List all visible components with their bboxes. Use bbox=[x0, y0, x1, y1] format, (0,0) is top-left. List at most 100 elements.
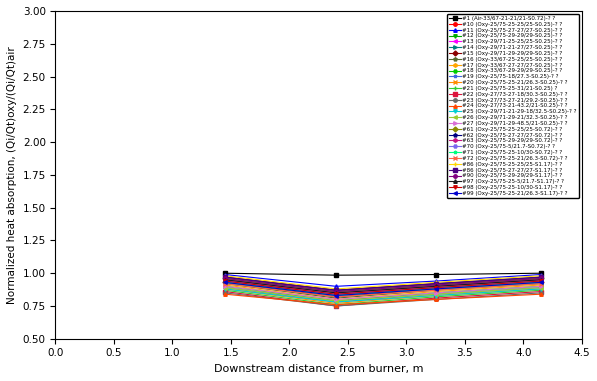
#11 (Oxy-25/75-27-27/27-S0.25)-? ? bbox=[432, 279, 439, 283]
#70 (Oxy-25/75-5/21.7-S0.72)-? ? bbox=[333, 292, 340, 296]
#17 (Oxy-33/67-27-27/27-S0.25)-? ? bbox=[432, 289, 439, 294]
Line: #16 (Oxy-33/67-25-25/25-S0.25)-? ?: #16 (Oxy-33/67-25-25/25-S0.25)-? ? bbox=[223, 282, 543, 300]
#97 (Oxy-25/75-25-5/21.7-S1.17)-? ? bbox=[221, 277, 229, 282]
Line: #62 (Oxy-25/75-27-27/27-S0.72)-? ?: #62 (Oxy-25/75-27-27/27-S0.72)-? ? bbox=[223, 275, 543, 292]
#98 (Oxy-25/75-25-10/30-S1.17)-? ? bbox=[221, 279, 229, 283]
#99 (Oxy-25/75-25-21/26.3-S1.17)-? ? bbox=[333, 293, 340, 298]
#12 (Oxy-25/75-29-29/29-S0.25)-? ? bbox=[221, 276, 229, 281]
Line: #13 (Oxy-29/71-25-25/25-S0.25)-? ?: #13 (Oxy-29/71-25-25/25-S0.25)-? ? bbox=[223, 278, 543, 296]
#97 (Oxy-25/75-25-5/21.7-S1.17)-? ? bbox=[333, 291, 340, 295]
#97 (Oxy-25/75-25-5/21.7-S1.17)-? ? bbox=[537, 277, 544, 282]
#17 (Oxy-33/67-27-27/27-S0.25)-? ? bbox=[221, 283, 229, 287]
#13 (Oxy-29/71-25-25/25-S0.25)-? ? bbox=[537, 277, 544, 282]
Line: #98 (Oxy-25/75-25-10/30-S1.17)-? ?: #98 (Oxy-25/75-25-10/30-S1.17)-? ? bbox=[223, 279, 543, 296]
Line: #25 (Oxy-29/71-21-29-18/32.5-S0.25)-? ?: #25 (Oxy-29/71-21-29-18/32.5-S0.25)-? ? bbox=[223, 287, 543, 304]
Line: #23 (Oxy-27/73-27-21/29.2-S0.25)-? ?: #23 (Oxy-27/73-27-21/29.2-S0.25)-? ? bbox=[223, 291, 543, 308]
#23 (Oxy-27/73-27-21/29.2-S0.25)-? ? bbox=[432, 297, 439, 302]
#25 (Oxy-29/71-21-29-18/32.5-S0.25)-? ? bbox=[537, 287, 544, 291]
#86 (Oxy-25/75-25-25/25-S1.17)-? ? bbox=[333, 287, 340, 291]
#12 (Oxy-25/75-29-29/29-S0.25)-? ? bbox=[333, 289, 340, 294]
#99 (Oxy-25/75-25-21/26.3-S1.17)-? ? bbox=[537, 280, 544, 285]
#14 (Oxy-29/71-21-27/27-S0.25)-? ? bbox=[432, 285, 439, 290]
Y-axis label: Normalized heat absorption, (Qi/Qt)oxy/(Qi/Qt)air: Normalized heat absorption, (Qi/Qt)oxy/(… bbox=[7, 46, 17, 304]
#63 (Oxy-25/75-29-29/29-S0.72)-? ? bbox=[333, 291, 340, 295]
#72 (Oxy-25/75-25-21/26.3-S0.72)-? ? bbox=[537, 282, 544, 286]
#26 (Oxy-29/71-29-21/32.3-S0.25)-? ? bbox=[221, 285, 229, 290]
#71 (Oxy-25/75-25-10/30-S0.72)-? ? bbox=[537, 280, 544, 285]
#22 (Oxy-27/73-27-18/30.3-S0.25)-? ? bbox=[221, 289, 229, 294]
#98 (Oxy-25/75-25-10/30-S1.17)-? ? bbox=[432, 285, 439, 290]
Line: #71 (Oxy-25/75-25-10/30-S0.72)-? ?: #71 (Oxy-25/75-25-10/30-S0.72)-? ? bbox=[223, 281, 543, 297]
#16 (Oxy-33/67-25-25/25-S0.25)-? ? bbox=[432, 288, 439, 293]
#17 (Oxy-33/67-27-27/27-S0.25)-? ? bbox=[537, 283, 544, 287]
#16 (Oxy-33/67-25-25/25-S0.25)-? ? bbox=[537, 282, 544, 286]
#86 (Oxy-25/75-27-27/27-S1.17)-? ? bbox=[221, 275, 229, 279]
#1 (Air-33/67-21-21/21-S0.72)-? ? bbox=[221, 271, 229, 275]
#23 (Oxy-27/73-27-21/29.2-S0.25)-? ? bbox=[333, 304, 340, 308]
Line: #21 (Oxy-25/75-25-31/21-S0.25) ?: #21 (Oxy-25/75-25-31/21-S0.25) ? bbox=[223, 288, 543, 306]
#22 (Oxy-27/73-27-18/30.3-S0.25)-? ? bbox=[432, 296, 439, 300]
#27 (Oxy-29/71-29-48.5/21-S0.25)-? ? bbox=[537, 284, 544, 289]
#62 (Oxy-25/75-27-27/27-S0.72)-? ? bbox=[537, 275, 544, 279]
Line: #90 (Oxy-25/75-29-29/29-S1.17)-? ?: #90 (Oxy-25/75-29-29/29-S1.17)-? ? bbox=[223, 277, 543, 293]
Line: #99 (Oxy-25/75-25-21/26.3-S1.17)-? ?: #99 (Oxy-25/75-25-21/26.3-S1.17)-? ? bbox=[223, 281, 543, 297]
#23 (Oxy-27/73-27-21/29.2-S0.25)-? ? bbox=[221, 291, 229, 295]
#19 (Oxy-25/75-18/27.3-S0.25)-? ? bbox=[333, 300, 340, 304]
#25 (Oxy-29/71-21-29-18/32.5-S0.25)-? ? bbox=[221, 287, 229, 291]
#71 (Oxy-25/75-25-10/30-S0.72)-? ? bbox=[221, 280, 229, 285]
Line: #14 (Oxy-29/71-21-27/27-S0.25)-? ?: #14 (Oxy-29/71-21-27/27-S0.25)-? ? bbox=[223, 279, 543, 297]
#11 (Oxy-25/75-27-27/27-S0.25)-? ? bbox=[537, 272, 544, 277]
#86 (Oxy-25/75-27-27/27-S1.17)-? ? bbox=[537, 275, 544, 279]
Line: #19 (Oxy-25/75-18/27.3-S0.25)-? ?: #19 (Oxy-25/75-18/27.3-S0.25)-? ? bbox=[223, 286, 543, 304]
Line: #11 (Oxy-25/75-27-27/27-S0.25)-? ?: #11 (Oxy-25/75-27-27/27-S0.25)-? ? bbox=[223, 273, 543, 288]
#10 (Oxy-25/75-25-25/25-S0.25)-? ? bbox=[333, 288, 340, 293]
#25 (Oxy-29/71-21-29-18/32.5-S0.25)-? ? bbox=[333, 300, 340, 304]
#12 (Oxy-25/75-29-29/29-S0.25)-? ? bbox=[432, 283, 439, 287]
#71 (Oxy-25/75-25-10/30-S0.72)-? ? bbox=[432, 287, 439, 291]
Line: #61 (Oxy-25/75-25-25/25-S0.72)-? ?: #61 (Oxy-25/75-25-25/25-S0.72)-? ? bbox=[223, 277, 543, 293]
#61 (Oxy-25/75-25-25/25-S0.72)-? ? bbox=[221, 276, 229, 281]
#26 (Oxy-29/71-29-21/32.3-S0.25)-? ? bbox=[537, 285, 544, 290]
Line: #70 (Oxy-25/75-5/21.7-S0.72)-? ?: #70 (Oxy-25/75-5/21.7-S0.72)-? ? bbox=[223, 279, 543, 296]
Line: #27 (Oxy-29/71-29-48.5/21-S0.25)-? ?: #27 (Oxy-29/71-29-48.5/21-S0.25)-? ? bbox=[223, 285, 543, 301]
#15 (Oxy-29/71-29-29/29-S0.25)-? ? bbox=[537, 280, 544, 285]
Line: #22 (Oxy-27/73-27-18/30.3-S0.25)-? ?: #22 (Oxy-27/73-27-18/30.3-S0.25)-? ? bbox=[223, 290, 543, 308]
#24 (Oxy-27/73-21-43.2/21-S0.25)-? ? bbox=[221, 292, 229, 296]
#11 (Oxy-25/75-27-27/27-S0.25)-? ? bbox=[221, 272, 229, 277]
#23 (Oxy-27/73-27-21/29.2-S0.25)-? ? bbox=[537, 291, 544, 295]
#63 (Oxy-25/75-29-29/29-S0.72)-? ? bbox=[221, 277, 229, 282]
#90 (Oxy-25/75-29-29/29-S1.17)-? ? bbox=[537, 276, 544, 281]
#19 (Oxy-25/75-18/27.3-S0.25)-? ? bbox=[432, 292, 439, 296]
#21 (Oxy-25/75-25-31/21-S0.25) ? bbox=[333, 303, 340, 307]
#25 (Oxy-29/71-21-29-18/32.5-S0.25)-? ? bbox=[432, 293, 439, 298]
#10 (Oxy-25/75-25-25/25-S0.25)-? ? bbox=[432, 282, 439, 286]
#21 (Oxy-25/75-25-31/21-S0.25) ? bbox=[432, 295, 439, 299]
#72 (Oxy-25/75-25-21/26.3-S0.72)-? ? bbox=[221, 282, 229, 286]
#98 (Oxy-25/75-25-10/30-S1.17)-? ? bbox=[333, 292, 340, 296]
#22 (Oxy-27/73-27-18/30.3-S0.25)-? ? bbox=[333, 304, 340, 308]
#1 (Air-33/67-21-21/21-S0.72)-? ? bbox=[537, 271, 544, 275]
Line: #18 (Oxy-33/67-29-29/29-S0.25)-? ?: #18 (Oxy-33/67-29-29/29-S0.25)-? ? bbox=[223, 285, 543, 303]
#27 (Oxy-29/71-29-48.5/21-S0.25)-? ? bbox=[432, 291, 439, 295]
Line: #17 (Oxy-33/67-27-27/27-S0.25)-? ?: #17 (Oxy-33/67-27-27/27-S0.25)-? ? bbox=[223, 283, 543, 301]
#86 (Oxy-25/75-25-25/25-S1.17)-? ? bbox=[221, 274, 229, 278]
#90 (Oxy-25/75-29-29/29-S1.17)-? ? bbox=[333, 289, 340, 294]
#20 (Oxy-25/75-25-21/26.3-S0.25)-? ? bbox=[221, 287, 229, 291]
#99 (Oxy-25/75-25-21/26.3-S1.17)-? ? bbox=[432, 287, 439, 291]
#62 (Oxy-25/75-27-27/27-S0.72)-? ? bbox=[221, 275, 229, 279]
#20 (Oxy-25/75-25-21/26.3-S0.25)-? ? bbox=[432, 293, 439, 298]
#21 (Oxy-25/75-25-31/21-S0.25) ? bbox=[221, 288, 229, 293]
Line: #15 (Oxy-29/71-29-29/29-S0.25)-? ?: #15 (Oxy-29/71-29-29/29-S0.25)-? ? bbox=[223, 281, 543, 299]
#13 (Oxy-29/71-25-25/25-S0.25)-? ? bbox=[221, 277, 229, 282]
#24 (Oxy-27/73-21-43.2/21-S0.25)-? ? bbox=[537, 292, 544, 296]
#10 (Oxy-25/75-25-25/25-S0.25)-? ? bbox=[537, 276, 544, 281]
#18 (Oxy-33/67-29-29/29-S0.25)-? ? bbox=[333, 298, 340, 303]
Line: #1 (Air-33/67-21-21/21-S0.72)-? ?: #1 (Air-33/67-21-21/21-S0.72)-? ? bbox=[223, 272, 543, 277]
#90 (Oxy-25/75-29-29/29-S1.17)-? ? bbox=[432, 283, 439, 287]
#12 (Oxy-25/75-29-29/29-S0.25)-? ? bbox=[537, 276, 544, 281]
#97 (Oxy-25/75-25-5/21.7-S1.17)-? ? bbox=[432, 284, 439, 289]
#14 (Oxy-29/71-21-27/27-S0.25)-? ? bbox=[333, 293, 340, 298]
#16 (Oxy-33/67-25-25/25-S0.25)-? ? bbox=[221, 282, 229, 286]
#1 (Air-33/67-21-21/21-S0.72)-? ? bbox=[432, 272, 439, 277]
#70 (Oxy-25/75-5/21.7-S0.72)-? ? bbox=[537, 279, 544, 283]
